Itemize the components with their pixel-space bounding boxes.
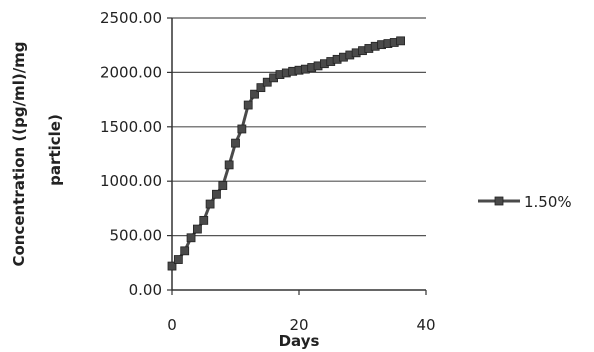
series-0-point-8: [219, 182, 227, 190]
legend: 1.50%: [478, 193, 572, 211]
series-0-point-12: [244, 101, 252, 109]
y-tick-labels: 0.00 500.00 1000.00 1500.00 2000.00 2500.00: [100, 9, 172, 299]
series-0-point-1: [174, 256, 182, 264]
series-0-point-36: [397, 37, 405, 45]
x-axis-title: Days: [279, 332, 320, 350]
series-0-point-2: [181, 247, 189, 255]
series-0-point-6: [206, 200, 214, 208]
legend-marker-swatch: [495, 197, 503, 205]
y-tick-label-0: 0.00: [129, 281, 162, 299]
y-tick-label-5: 2500.00: [100, 9, 162, 27]
axes: [172, 18, 426, 290]
y-axis-title-line-1: Concentration ((pg/ml)/mg: [10, 41, 28, 266]
series-0-point-3: [187, 234, 195, 242]
series-0-point-4: [193, 225, 201, 233]
y-tick-label-3: 1500.00: [100, 118, 162, 136]
y-tick-label-2: 1000.00: [100, 172, 162, 190]
legend-label: 1.50%: [524, 193, 572, 211]
x-tick-label-0: 0: [167, 316, 177, 334]
x-tick-label-2: 40: [416, 316, 435, 334]
y-axis-title: Concentration ((pg/ml)/mg particle): [10, 41, 64, 266]
series-0-point-9: [225, 161, 233, 169]
series-0-point-7: [212, 190, 220, 198]
y-tick-label-4: 2000.00: [100, 63, 162, 81]
series-0-point-11: [238, 125, 246, 133]
series-0-point-10: [232, 139, 240, 147]
y-axis-title-line-2: particle): [46, 114, 64, 186]
y-tick-label-1: 500.00: [110, 227, 163, 245]
x-tick-labels: 02040: [167, 290, 435, 334]
series-0-point-5: [200, 216, 208, 224]
